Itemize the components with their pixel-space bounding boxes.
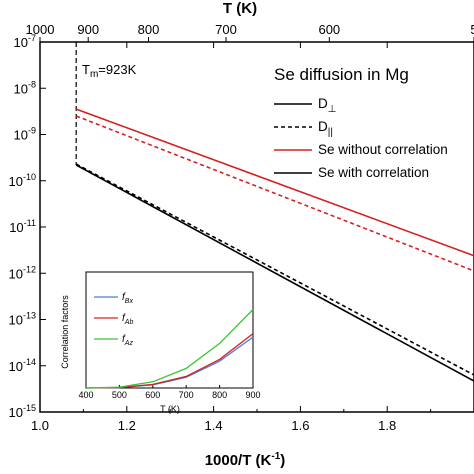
inset-frame bbox=[85, 271, 254, 389]
top-tick-label: 800 bbox=[138, 22, 160, 37]
inset-chart: T (K) Correlation factors 400 500 600 700 80… bbox=[60, 271, 261, 414]
x-tick-label: 1.4 bbox=[205, 418, 223, 433]
legend-label-2: D|| bbox=[318, 119, 333, 138]
x-axis-label: 1000/T (K-1) bbox=[205, 451, 286, 469]
x-tick-label: 1.8 bbox=[378, 418, 396, 433]
legend-title: Se diffusion in Mg bbox=[274, 65, 409, 84]
top-tick-label: 1000 bbox=[26, 22, 55, 37]
y-tick-label: 10-13 bbox=[9, 311, 36, 328]
axis-ticks: 1.0 1.2 1.4 1.6 1.8 1000 900 800 700 600 5 10-7 10-8… bbox=[9, 22, 474, 433]
inset-x-tick-label: 600 bbox=[145, 390, 160, 400]
legend-label-3: Se without correlation bbox=[318, 142, 448, 157]
inset-y-axis-label: Correlation factors bbox=[60, 295, 70, 369]
series-line-4 bbox=[75, 163, 474, 376]
inset-x-tick-label: 700 bbox=[179, 390, 194, 400]
inset-x-tick-label: 800 bbox=[212, 390, 227, 400]
y-tick-label: 10-8 bbox=[14, 79, 36, 96]
x-axis-label-sup: -1 bbox=[271, 451, 280, 462]
y-tick-label: 10-12 bbox=[9, 264, 36, 281]
y-tick-label: 10-11 bbox=[9, 218, 36, 235]
x-axis-label-main: 1000/T (K bbox=[205, 452, 272, 469]
top-tick-label: 5 bbox=[470, 22, 474, 37]
inset-legend-label-2: fAb bbox=[122, 313, 133, 326]
inset-legend-label-1: fBx bbox=[122, 292, 133, 305]
melting-point-label: Tm=923K bbox=[82, 62, 137, 80]
top-tick-label: 700 bbox=[215, 22, 237, 37]
series-group bbox=[75, 108, 474, 382]
series-line-3 bbox=[75, 164, 474, 382]
inset-content: 400 500 600 700 800 900 fBx fAb fAz bbox=[78, 292, 260, 400]
inset-x-tick-label: 400 bbox=[78, 390, 93, 400]
x-tick-label: 1.6 bbox=[291, 418, 309, 433]
inset-series-3 bbox=[85, 309, 254, 389]
y-tick-label: 10-14 bbox=[9, 357, 36, 374]
inset-legend-label-3: fAz bbox=[122, 334, 133, 347]
inset-x-tick-label: 500 bbox=[112, 390, 127, 400]
inset-x-tick-label: 900 bbox=[245, 390, 260, 400]
legend-label-4: Se with correlation bbox=[318, 165, 429, 180]
inset-x-axis-label: T (K) bbox=[160, 404, 180, 414]
top-tick-label: 900 bbox=[77, 22, 99, 37]
legend: D⊥ D|| Se without correlation Se with corre… bbox=[274, 96, 448, 180]
x-tick-label: 1.0 bbox=[31, 418, 49, 433]
y-tick-label: 10-15 bbox=[9, 403, 36, 420]
x-axis-label-close: ) bbox=[280, 452, 285, 469]
top-tick-label: 600 bbox=[318, 22, 340, 37]
legend-label-1: D⊥ bbox=[318, 96, 336, 115]
x-tick-label: 1.2 bbox=[118, 418, 136, 433]
y-tick-label: 10-7 bbox=[14, 33, 36, 50]
series-line-2 bbox=[75, 115, 474, 272]
top-axis-label: T (K) bbox=[223, 0, 257, 17]
y-tick-label: 10-9 bbox=[14, 126, 36, 143]
y-tick-label: 10-10 bbox=[9, 172, 36, 189]
series-line-1 bbox=[75, 108, 474, 257]
